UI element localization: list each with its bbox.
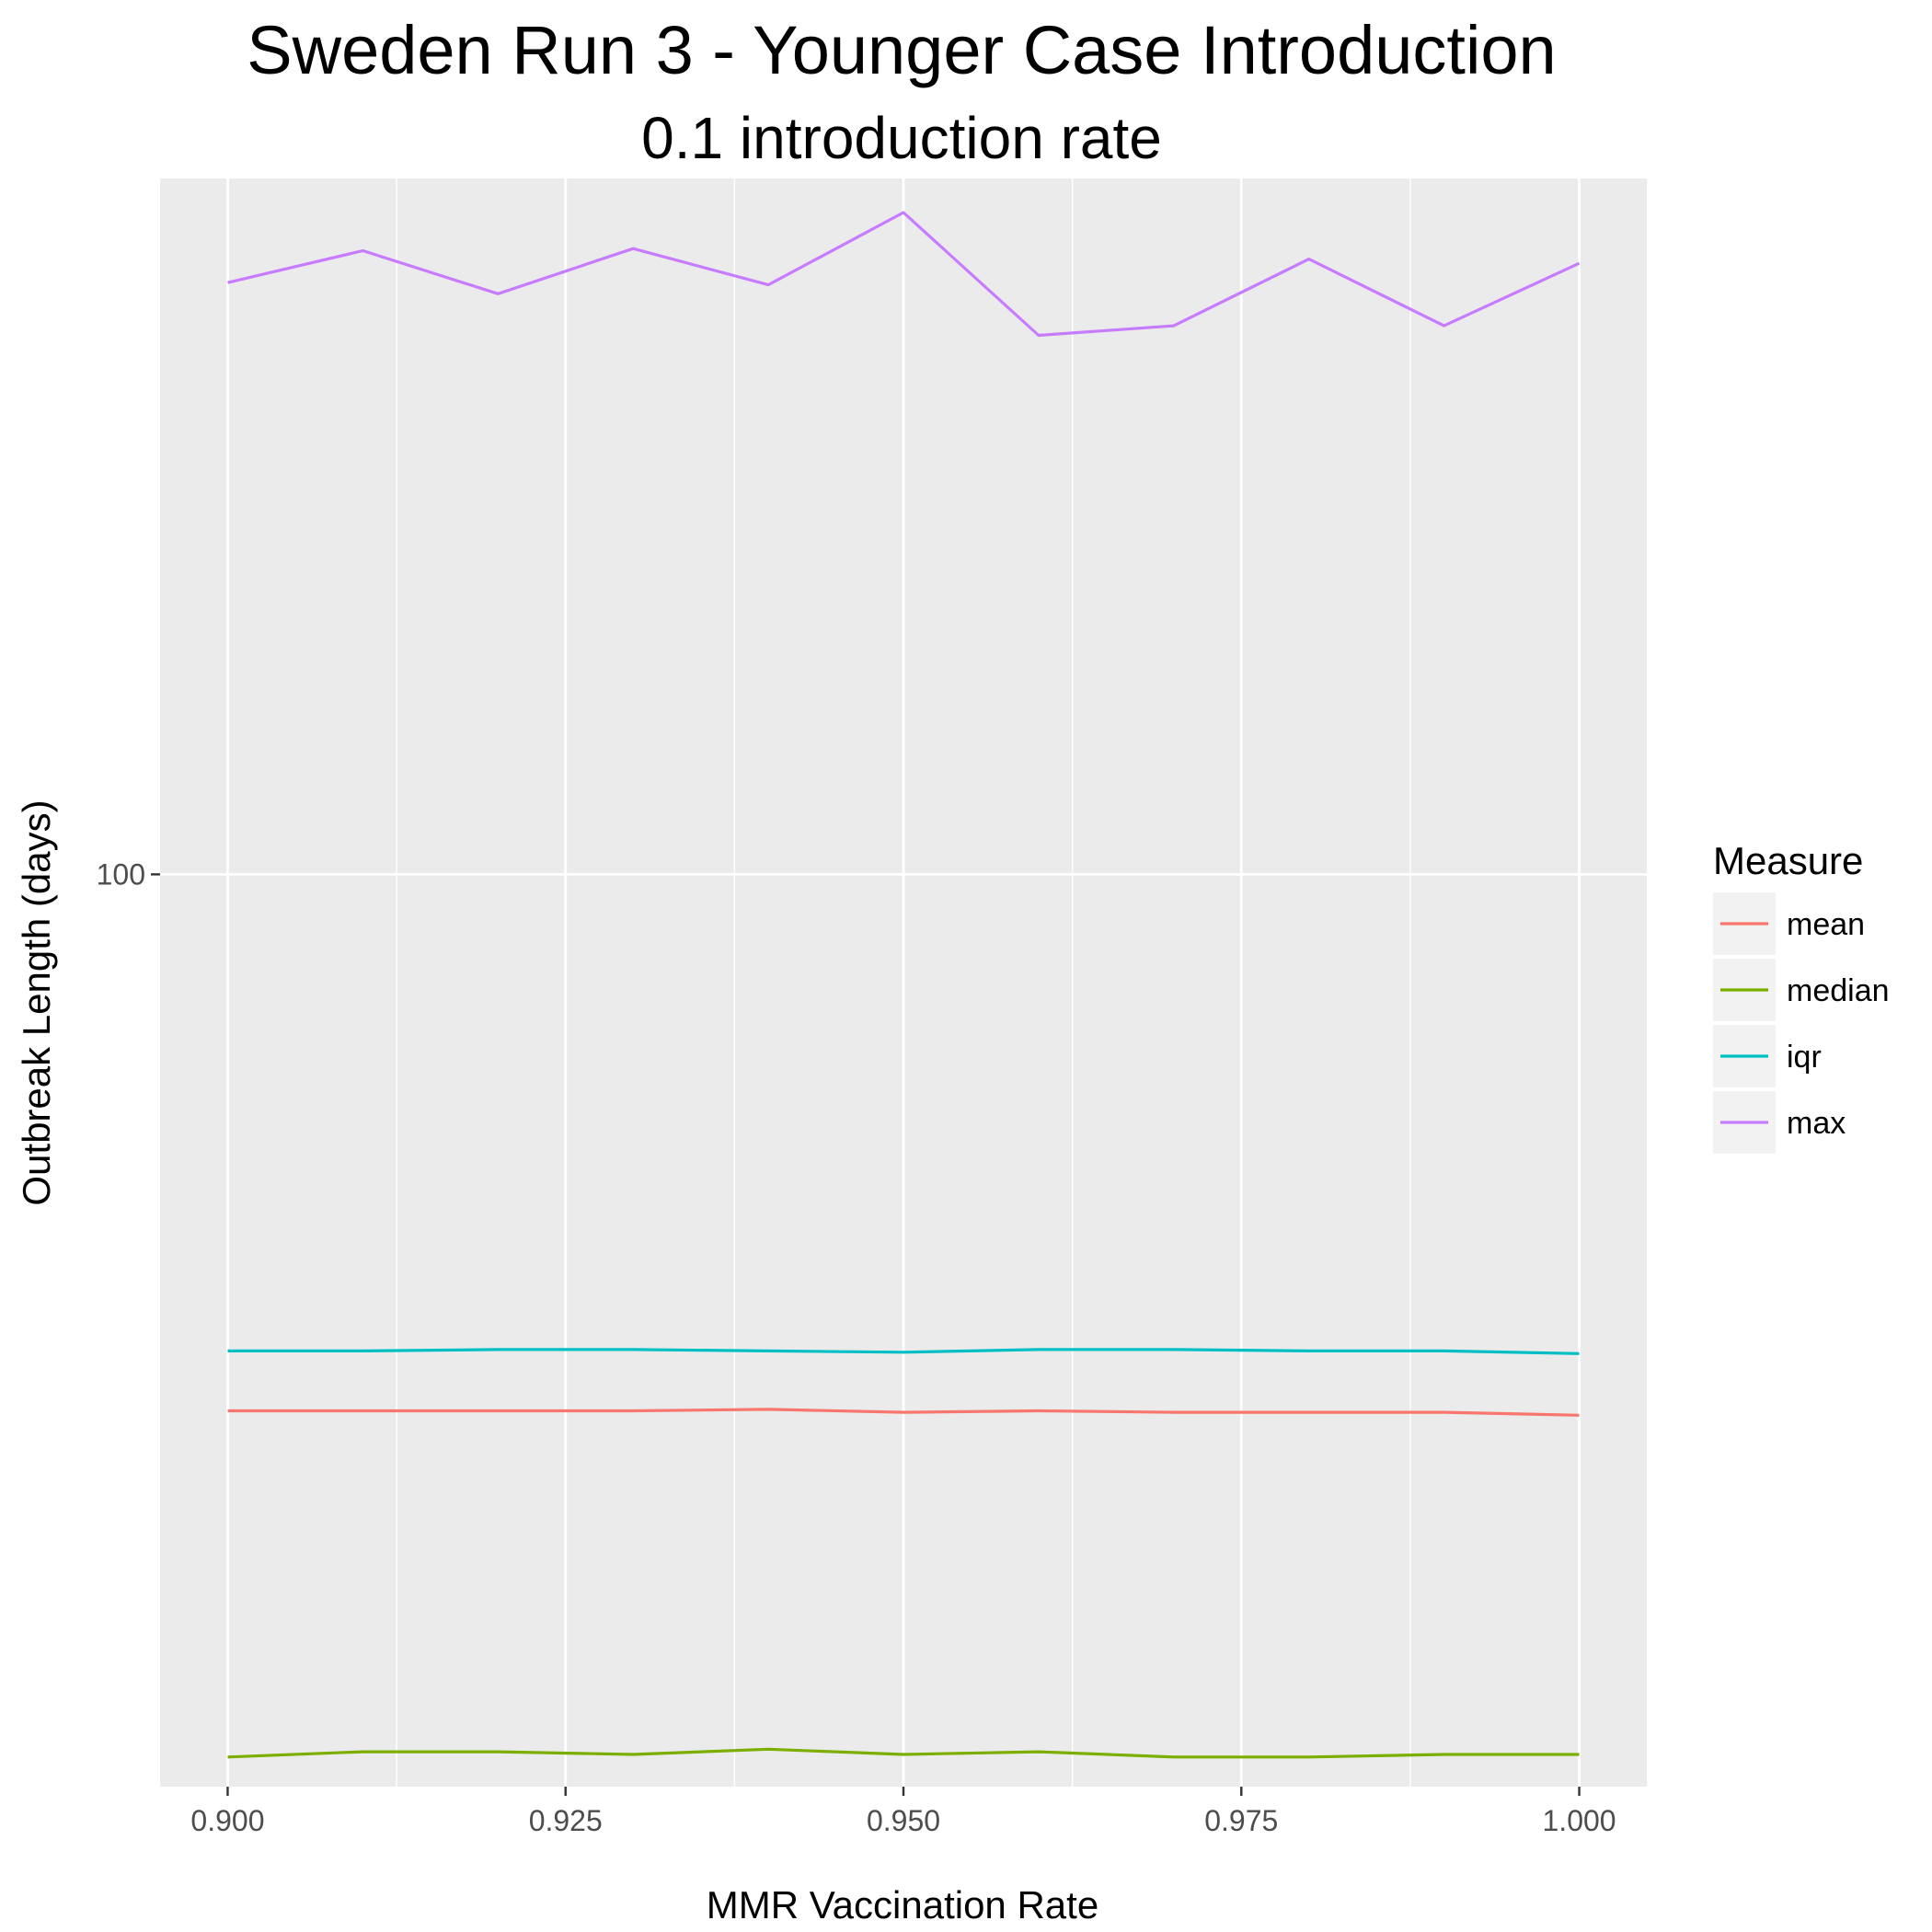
x-tick-label: 0.975 xyxy=(1204,1804,1278,1837)
x-tick-label: 1.000 xyxy=(1543,1804,1616,1837)
x-tick-label: 0.900 xyxy=(190,1804,264,1837)
y-axis: 100 xyxy=(97,857,160,891)
minor-gridlines xyxy=(396,178,1411,1787)
legend-label: mean xyxy=(1787,907,1865,942)
legend-label: max xyxy=(1787,1106,1846,1141)
series-line-max xyxy=(227,211,1581,338)
legend: Measure mean median iqr max xyxy=(1713,839,1890,1154)
legend-item-iqr: iqr xyxy=(1713,1025,1822,1087)
major-gridlines xyxy=(160,178,1647,1787)
legend-label: iqr xyxy=(1787,1040,1822,1075)
series-line-iqr xyxy=(227,1348,1580,1355)
series-lines xyxy=(227,211,1581,1759)
legend-title: Measure xyxy=(1713,839,1863,882)
legend-item-mean: mean xyxy=(1713,892,1865,955)
series-line-mean xyxy=(227,1408,1580,1417)
legend-items: mean median iqr max xyxy=(1713,892,1890,1154)
y-tick-label: 100 xyxy=(97,857,145,891)
legend-label: median xyxy=(1787,973,1890,1008)
legend-item-max: max xyxy=(1713,1091,1846,1154)
x-tick-label: 0.950 xyxy=(867,1804,940,1837)
y-axis-title: Outbreak Length (days) xyxy=(15,799,58,1205)
chart-title: Sweden Run 3 - Younger Case Introduction xyxy=(247,12,1556,88)
x-axis: 0.900 0.925 0.950 0.975 1.000 xyxy=(190,1787,1616,1837)
x-tick-label: 0.925 xyxy=(529,1804,603,1837)
x-axis-title: MMR Vaccination Rate xyxy=(707,1883,1098,1926)
chart-subtitle: 0.1 introduction rate xyxy=(641,105,1162,171)
legend-item-median: median xyxy=(1713,959,1890,1021)
series-line-median xyxy=(227,1747,1580,1759)
